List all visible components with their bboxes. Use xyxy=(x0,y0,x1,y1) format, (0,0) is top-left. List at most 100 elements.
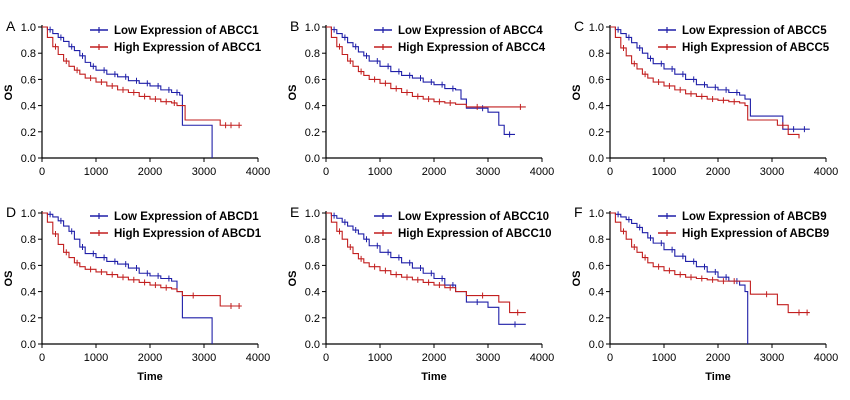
survival-curve-high xyxy=(326,26,526,108)
x-tick-label: 1000 xyxy=(652,352,676,364)
y-tick-label: 0.6 xyxy=(589,260,604,272)
y-axis-title: OS xyxy=(287,85,299,101)
y-axis-title: OS xyxy=(571,85,583,101)
y-tick-label: 0.0 xyxy=(589,339,604,351)
y-tick-label: 0.0 xyxy=(21,339,36,351)
panel-d: D 0.0 0.2 0.4 0.6 0.8 1.0 0 1000 2000 3000 4000 OS Ti… xyxy=(3,204,270,383)
x-tick-label: 3000 xyxy=(192,166,216,178)
x-tick-label: 2000 xyxy=(422,166,446,178)
y-tick-label: 0.4 xyxy=(589,101,604,113)
y-axis-title: OS xyxy=(3,271,15,287)
y-tick-label: 0.0 xyxy=(21,153,36,165)
x-tick-label: 4000 xyxy=(814,166,838,178)
x-tick-label: 4000 xyxy=(814,352,838,364)
legend-label: Low Expression of ABCC4 xyxy=(398,25,543,37)
y-tick-label: 0.6 xyxy=(21,74,36,86)
legend-label: High Expression of ABCD1 xyxy=(114,228,262,240)
y-tick-label: 0.8 xyxy=(589,48,604,60)
y-tick-label: 0.0 xyxy=(305,339,320,351)
panel-letter: C xyxy=(574,18,584,34)
x-tick-label: 0 xyxy=(323,166,329,178)
panel-f: F 0.0 0.2 0.4 0.6 0.8 1.0 0 1000 2000 3000 4000 OS Ti… xyxy=(571,204,838,383)
panel-c: C 0.0 0.2 0.4 0.6 0.8 1.0 0 1000 2000 3000 4000 OS Lo… xyxy=(571,18,838,178)
x-tick-label: 3000 xyxy=(760,352,784,364)
y-tick-label: 1.0 xyxy=(589,22,604,34)
legend-label: High Expression of ABCC5 xyxy=(682,42,830,54)
y-tick-label: 0.2 xyxy=(305,313,320,325)
x-tick-label: 0 xyxy=(323,352,329,364)
y-tick-label: 1.0 xyxy=(589,208,604,220)
y-tick-label: 0.8 xyxy=(21,234,36,246)
y-tick-label: 1.0 xyxy=(21,22,36,34)
legend-label: High Expression of ABCC10 xyxy=(398,228,552,240)
x-tick-label: 0 xyxy=(39,166,45,178)
legend-label: High Expression of ABCC1 xyxy=(114,42,262,54)
x-tick-label: 2000 xyxy=(706,166,730,178)
panel-letter: B xyxy=(290,18,299,34)
survival-curve-high xyxy=(42,212,242,307)
panel-letter: E xyxy=(290,204,299,220)
x-axis-title: Time xyxy=(705,371,730,383)
x-tick-label: 3000 xyxy=(476,352,500,364)
x-tick-label: 3000 xyxy=(192,352,216,364)
panel-e: E 0.0 0.2 0.4 0.6 0.8 1.0 0 1000 2000 3000 4000 OS Ti… xyxy=(287,204,554,383)
legend-label: Low Expression of ABCB9 xyxy=(682,211,827,223)
panel-letter: A xyxy=(6,18,16,34)
survival-curve-high xyxy=(610,26,800,139)
y-tick-label: 0.4 xyxy=(305,101,320,113)
y-tick-label: 0.8 xyxy=(589,234,604,246)
x-tick-label: 2000 xyxy=(138,352,162,364)
x-tick-label: 3000 xyxy=(476,166,500,178)
x-tick-label: 2000 xyxy=(706,352,730,364)
x-tick-label: 1000 xyxy=(84,166,108,178)
panel-a: A 0.0 0.2 0.4 0.6 0.8 1.0 0 1000 2000 3000 4000 OS Lo… xyxy=(3,18,270,178)
x-tick-label: 4000 xyxy=(530,352,554,364)
legend-label: Low Expression of ABCC1 xyxy=(114,25,259,37)
y-tick-label: 1.0 xyxy=(21,208,36,220)
y-tick-label: 0.8 xyxy=(305,48,320,60)
x-tick-label: 0 xyxy=(607,166,613,178)
x-tick-label: 4000 xyxy=(246,166,270,178)
legend-label: Low Expression of ABCC10 xyxy=(398,211,549,223)
x-tick-label: 0 xyxy=(39,352,45,364)
survival-curve-low xyxy=(42,26,213,158)
legend-label: High Expression of ABCC4 xyxy=(398,42,546,54)
y-tick-label: 0.4 xyxy=(21,287,36,299)
y-tick-label: 0.2 xyxy=(589,127,604,139)
x-tick-label: 2000 xyxy=(138,166,162,178)
y-tick-label: 0.0 xyxy=(305,153,320,165)
y-tick-label: 0.2 xyxy=(305,127,320,139)
x-tick-label: 1000 xyxy=(368,352,392,364)
y-tick-label: 0.8 xyxy=(305,234,320,246)
panel-b: B 0.0 0.2 0.4 0.6 0.8 1.0 0 1000 2000 3000 4000 OS Lo… xyxy=(287,18,554,178)
y-tick-label: 0.4 xyxy=(589,287,604,299)
y-tick-label: 0.6 xyxy=(589,74,604,86)
x-tick-label: 2000 xyxy=(422,352,446,364)
y-tick-label: 0.6 xyxy=(305,260,320,272)
survival-curve-low xyxy=(610,26,810,130)
panel-letter: F xyxy=(574,204,583,220)
y-tick-label: 0.2 xyxy=(21,127,36,139)
y-tick-label: 0.6 xyxy=(305,74,320,86)
y-tick-label: 0.2 xyxy=(21,313,36,325)
legend-label: High Expression of ABCB9 xyxy=(682,228,829,240)
y-tick-label: 0.8 xyxy=(21,48,36,60)
x-tick-label: 4000 xyxy=(246,352,270,364)
x-axis-title: Time xyxy=(137,371,162,383)
x-tick-label: 1000 xyxy=(84,352,108,364)
x-tick-label: 1000 xyxy=(652,166,676,178)
y-tick-label: 0.0 xyxy=(589,153,604,165)
x-tick-label: 4000 xyxy=(530,166,554,178)
y-tick-label: 0.2 xyxy=(589,313,604,325)
panel-letter: D xyxy=(6,204,16,220)
x-tick-label: 1000 xyxy=(368,166,392,178)
y-tick-label: 1.0 xyxy=(305,208,320,220)
x-tick-label: 0 xyxy=(607,352,613,364)
y-tick-label: 0.4 xyxy=(21,101,36,113)
y-axis-title: OS xyxy=(571,271,583,287)
y-tick-label: 0.4 xyxy=(305,287,320,299)
y-tick-label: 0.6 xyxy=(21,260,36,272)
legend-label: Low Expression of ABCC5 xyxy=(682,25,827,37)
x-tick-label: 3000 xyxy=(760,166,784,178)
